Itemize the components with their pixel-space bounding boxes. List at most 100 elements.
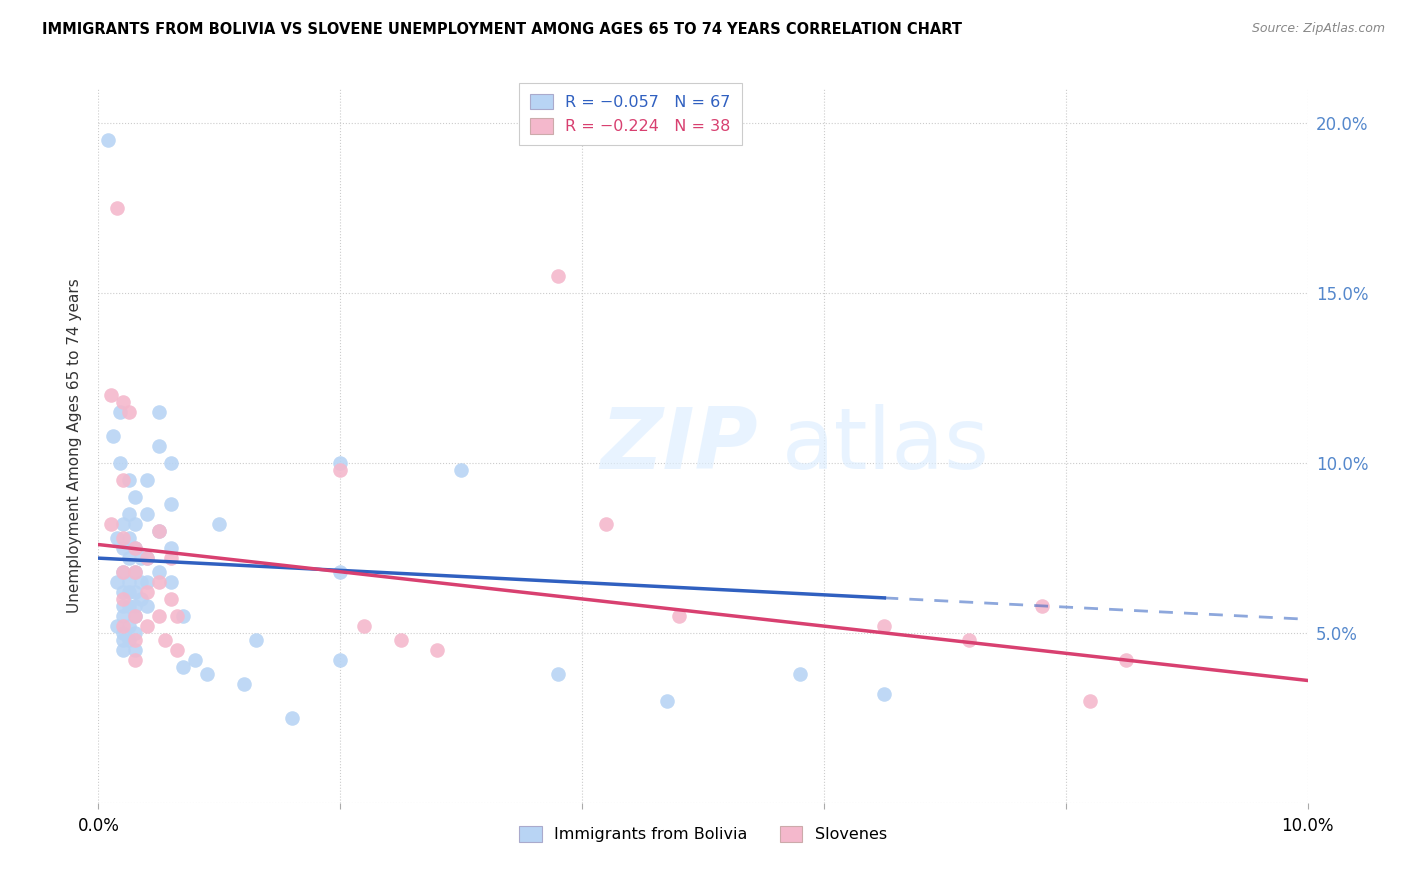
Point	[100, 388, 122, 402]
Point	[135, 551, 157, 566]
Point	[160, 456, 183, 470]
Point	[789, 666, 811, 681]
Point	[148, 439, 170, 453]
Point	[118, 507, 141, 521]
Point	[1115, 653, 1137, 667]
Point	[124, 565, 146, 579]
Point	[124, 626, 146, 640]
Point	[160, 591, 183, 606]
Point	[111, 632, 134, 647]
Point	[135, 619, 157, 633]
Point	[232, 677, 254, 691]
Point	[124, 599, 146, 613]
Point	[595, 517, 617, 532]
Point	[281, 711, 304, 725]
Point	[195, 666, 218, 681]
Point	[105, 201, 128, 215]
Legend: Immigrants from Bolivia, Slovenes: Immigrants from Bolivia, Slovenes	[509, 817, 897, 852]
Point	[111, 541, 134, 555]
Point	[124, 653, 146, 667]
Point	[148, 405, 170, 419]
Point	[135, 473, 157, 487]
Point	[873, 687, 896, 701]
Point	[111, 565, 134, 579]
Point	[184, 653, 207, 667]
Point	[111, 619, 134, 633]
Point	[329, 463, 352, 477]
Point	[148, 524, 170, 538]
Point	[873, 619, 896, 633]
Point	[118, 531, 141, 545]
Point	[208, 517, 231, 532]
Point	[118, 585, 141, 599]
Point	[118, 473, 141, 487]
Point	[105, 531, 128, 545]
Point	[124, 490, 146, 504]
Point	[118, 551, 141, 566]
Point	[124, 608, 146, 623]
Point	[353, 619, 375, 633]
Point	[172, 660, 194, 674]
Point	[135, 574, 157, 589]
Point	[101, 429, 124, 443]
Point	[148, 608, 170, 623]
Point	[426, 643, 449, 657]
Point	[111, 585, 134, 599]
Point	[1078, 694, 1101, 708]
Point	[111, 643, 134, 657]
Point	[124, 541, 146, 555]
Point	[118, 632, 141, 647]
Point	[129, 551, 152, 566]
Y-axis label: Unemployment Among Ages 65 to 74 years: Unemployment Among Ages 65 to 74 years	[67, 278, 83, 614]
Text: Source: ZipAtlas.com: Source: ZipAtlas.com	[1251, 22, 1385, 36]
Text: IMMIGRANTS FROM BOLIVIA VS SLOVENE UNEMPLOYMENT AMONG AGES 65 TO 74 YEARS CORREL: IMMIGRANTS FROM BOLIVIA VS SLOVENE UNEMP…	[42, 22, 962, 37]
Point	[108, 405, 131, 419]
Point	[450, 463, 472, 477]
Point	[129, 574, 152, 589]
Point	[111, 626, 134, 640]
Point	[124, 643, 146, 657]
Text: atlas: atlas	[782, 404, 990, 488]
Point	[124, 585, 146, 599]
Point	[118, 599, 141, 613]
Point	[668, 608, 690, 623]
Point	[329, 456, 352, 470]
Point	[124, 517, 146, 532]
Point	[111, 394, 134, 409]
Point	[166, 643, 188, 657]
Point	[124, 632, 146, 647]
Point	[111, 608, 134, 623]
Point	[1031, 599, 1053, 613]
Point	[148, 524, 170, 538]
Point	[111, 517, 134, 532]
Point	[957, 632, 980, 647]
Point	[148, 565, 170, 579]
Text: ZIP: ZIP	[600, 404, 758, 488]
Point	[118, 619, 141, 633]
Point	[135, 585, 157, 599]
Point	[100, 517, 122, 532]
Point	[148, 574, 170, 589]
Point	[124, 565, 146, 579]
Point	[129, 591, 152, 606]
Point	[655, 694, 678, 708]
Point	[111, 565, 134, 579]
Point	[245, 632, 267, 647]
Point	[172, 608, 194, 623]
Point	[153, 632, 176, 647]
Point	[111, 591, 134, 606]
Point	[547, 666, 569, 681]
Point	[160, 497, 183, 511]
Point	[111, 599, 134, 613]
Point	[135, 551, 157, 566]
Point	[160, 574, 183, 589]
Point	[105, 574, 128, 589]
Point	[135, 507, 157, 521]
Point	[135, 599, 157, 613]
Point	[111, 473, 134, 487]
Point	[108, 456, 131, 470]
Point	[118, 574, 141, 589]
Point	[160, 541, 183, 555]
Point	[124, 608, 146, 623]
Point	[389, 632, 412, 647]
